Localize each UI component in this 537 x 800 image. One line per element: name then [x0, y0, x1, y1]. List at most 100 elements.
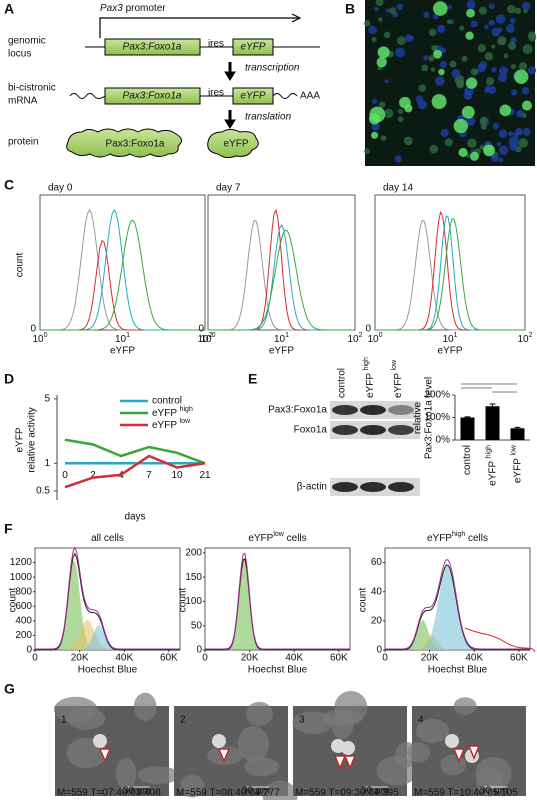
band-label: β-actin: [297, 482, 327, 493]
nucleus: [432, 14, 439, 20]
histogram-fill: [35, 625, 180, 650]
y-axis-label: count: [15, 253, 26, 278]
text-part: eYFP: [487, 458, 498, 486]
blot-band: [388, 405, 414, 415]
y-tick-label: 0: [196, 645, 202, 656]
text-part: cells: [465, 533, 488, 544]
cell-glow: [514, 69, 529, 84]
x-tick-label: 40K: [285, 653, 303, 664]
y-tick-label: 200: [185, 547, 202, 558]
nucleus: [509, 17, 516, 24]
text-part: 10: [442, 334, 454, 345]
nucleus: [371, 122, 380, 131]
error-bar: [514, 426, 521, 430]
x-tick-label: 101: [442, 332, 457, 344]
x-tick-label: 2: [90, 470, 96, 481]
text-part: 10: [115, 334, 127, 345]
y-tick-label: 600: [15, 601, 32, 612]
x-tick-label: 0: [202, 653, 208, 664]
arrowhead-marker: [98, 748, 112, 763]
arrowhead: [224, 71, 236, 81]
nucleus: [439, 60, 447, 69]
nucleus: [488, 85, 497, 94]
histogram-tail: [464, 627, 536, 653]
y-tick-label: 200%: [424, 390, 450, 401]
cell: [237, 726, 270, 762]
cell-glow: [465, 77, 478, 89]
y-tick-label: 60: [371, 557, 383, 568]
text-part: eYFP: [248, 533, 273, 544]
text-part: high: [452, 531, 465, 538]
y-tick-label: 400: [15, 615, 32, 626]
histogram-curve: [385, 559, 530, 650]
histogram-fill: [205, 558, 350, 650]
text-part: eYFP: [365, 370, 376, 398]
x-tick-label: 0: [382, 653, 388, 664]
nucleus: [503, 53, 509, 59]
y-tick-label: 800: [15, 586, 32, 597]
nucleus: [371, 36, 377, 43]
text-part: eYFP: [427, 533, 452, 544]
cell-glow: [483, 144, 495, 157]
gene-box: [104, 38, 201, 56]
nucleus: [498, 157, 504, 163]
nucleus: [521, 86, 530, 95]
x-axis-label: eYFP: [437, 346, 462, 357]
cell: [453, 697, 477, 715]
cell-glow: [376, 57, 387, 68]
nucleus: [463, 91, 473, 100]
row-label: genomic: [8, 36, 46, 47]
text-part: eYFP: [152, 420, 180, 431]
nucleus: [364, 148, 370, 155]
legend-label: eYFP low: [152, 418, 191, 430]
text-part: 0: [44, 332, 48, 339]
nucleus: [383, 31, 391, 39]
nucleus: [521, 1, 531, 11]
y-tick-label: 1000: [10, 572, 33, 583]
nucleus: [417, 100, 427, 110]
panel-label: B: [345, 1, 355, 17]
x-axis-label: days: [124, 512, 145, 523]
nucleus: [421, 64, 429, 72]
reporter-label: eYFP: [240, 91, 265, 102]
text-part: 10: [347, 334, 359, 345]
y-axis-label: Pax3:Foxo1a level: [424, 377, 435, 459]
nucleus: [479, 61, 488, 69]
x-tick-label: 102: [517, 332, 532, 344]
histogram-fill: [35, 560, 180, 650]
error-bar: [489, 403, 496, 409]
legend-label: control: [152, 396, 182, 407]
promoter-label: Pax3 promoter: [100, 3, 166, 14]
nucleus: [368, 25, 377, 35]
nucleus: [498, 129, 508, 139]
blot-band: [332, 405, 358, 415]
nucleus: [510, 36, 517, 44]
nucleus: [384, 108, 394, 119]
cell-glow: [469, 151, 479, 161]
reporter-box: [232, 87, 274, 105]
cell-glow: [453, 118, 469, 134]
y-tick-label: 200: [15, 630, 32, 641]
y-tick-label: 0: [376, 645, 382, 656]
panel-label: F: [4, 521, 13, 537]
y-tick-label: 0: [198, 324, 204, 335]
nucleus: [511, 89, 518, 96]
nucleus: [485, 77, 495, 86]
band-label: Foxo1a: [294, 425, 328, 436]
histogram-curve: [40, 208, 205, 331]
micrograph: [364, 0, 537, 166]
y-tick-label: 40: [371, 586, 383, 597]
cell-glow: [369, 106, 386, 123]
x-tick-label: 60K: [330, 653, 348, 664]
nucleus: [459, 25, 465, 31]
lane-label: eYFP low: [391, 359, 403, 398]
scale-label: 30 µm: [480, 786, 508, 797]
nucleus: [508, 136, 519, 147]
cell-glow: [465, 31, 474, 40]
blot-band: [360, 405, 386, 415]
text-part: 10: [197, 334, 209, 345]
cell: [116, 757, 137, 791]
plot-title: all cells: [91, 533, 124, 544]
nucleus: [429, 144, 439, 154]
histogram-curve: [205, 552, 350, 650]
